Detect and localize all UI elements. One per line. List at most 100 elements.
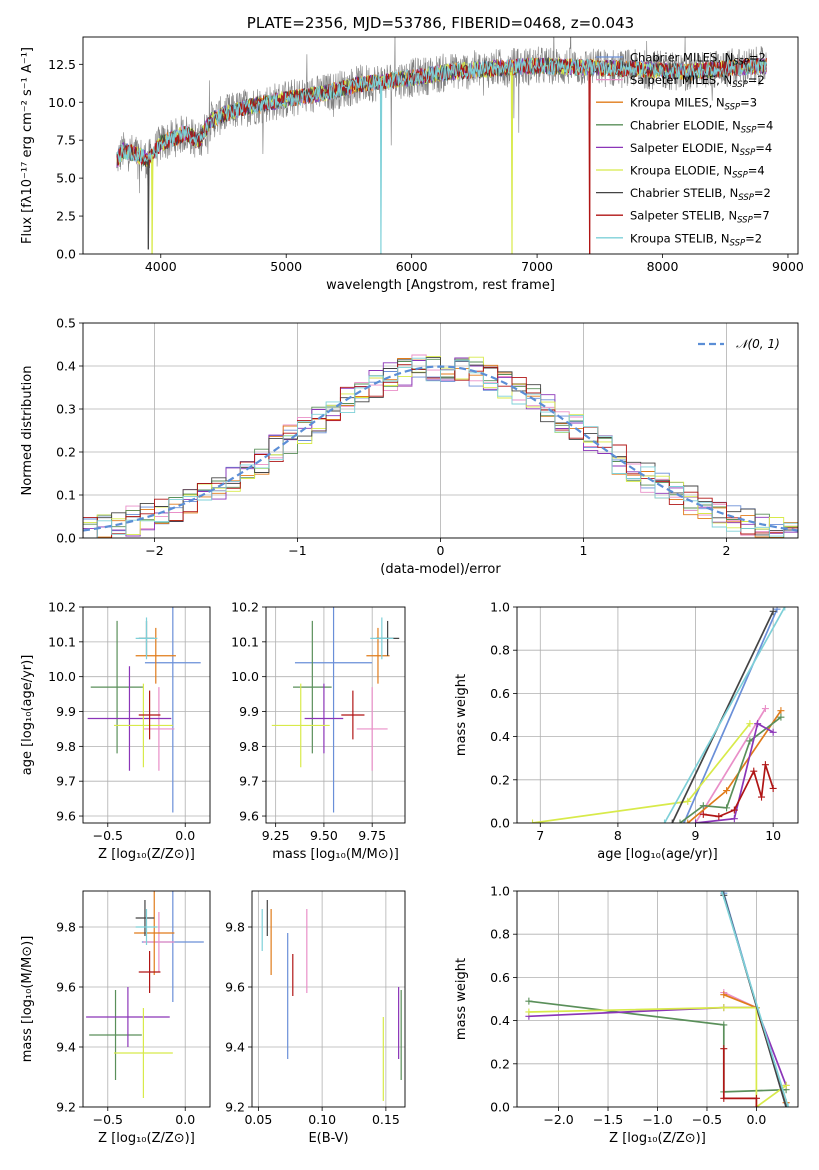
x-tick-label: −2.0 — [543, 1112, 573, 1127]
y-tick-label: 0.2 — [490, 772, 510, 787]
weight-line-5 — [532, 723, 751, 823]
y-tick-label: 9.6 — [56, 980, 76, 995]
x-tick-label: 7000 — [521, 259, 553, 274]
weight-marker — [525, 1008, 533, 1016]
legend-entry: 𝒩(0, 1) — [736, 337, 780, 351]
weight-marker — [777, 713, 785, 721]
plot-area — [116, 37, 767, 254]
y-tick-label: 0.3 — [56, 402, 76, 417]
x-tick-label: 0.0 — [175, 1112, 195, 1127]
x-axis-label: Z [log₁₀(Z/Z⊙)] — [609, 1131, 706, 1146]
weight-marker — [769, 728, 777, 736]
x-tick-label: 4000 — [145, 259, 177, 274]
weight-marker — [750, 767, 758, 775]
histogram-8 — [83, 357, 798, 538]
legend-sub: SSP — [740, 148, 756, 158]
y-tick-label: 0.5 — [56, 316, 76, 331]
weight-line-1 — [723, 991, 787, 1103]
x-tick-label: 0.0 — [175, 828, 195, 843]
panel-weight-vs-age: 7 8 9 10 0.0 0.2 0.4 0.6 0.8 1.0 age [log₁₀(age/yr… — [454, 600, 799, 862]
panel-age-vs-Z: −0.5 0.0 9.6 9.7 9.8 9.9 10.0 10.1 10.2 Z [log₁₀(… — [20, 600, 211, 862]
x-axis-label: age [log₁₀(age/yr)] — [597, 847, 718, 862]
legend-nssp: =4 — [755, 141, 772, 155]
panel-mass-vs-ebv: 0.05 0.10 0.15 9.2 9.4 9.6 9.8 E(B-V) — [225, 890, 406, 1146]
axes-frame — [251, 890, 406, 1108]
axes-frame — [82, 36, 799, 255]
weight-marker — [730, 815, 738, 823]
y-axis-label: Flux [fλ10⁻¹⁷ erg cm⁻² s⁻¹ A⁻¹] — [20, 47, 35, 244]
weight-line-4 — [695, 722, 774, 823]
y-tick-label: 10.0 — [231, 669, 259, 684]
legend-sub: SSP — [741, 125, 757, 135]
weight-marker — [782, 1103, 790, 1107]
panel-spectrum: 4000 5000 6000 7000 8000 9000 0.0 2.5 5.0 7.5 10.0… — [20, 14, 804, 293]
y-tick-label: 7.5 — [56, 133, 76, 148]
legend-entry: Chabrier MILES, NSSP=2 — [630, 51, 766, 68]
y-tick-label: 10.1 — [231, 634, 259, 649]
weight-marker — [723, 804, 731, 812]
weight-marker — [761, 705, 769, 713]
y-tick-label: 0.8 — [490, 927, 510, 942]
legend-nssp: =2 — [748, 73, 765, 87]
y-tick-label: 1.0 — [490, 884, 510, 899]
weight-marker — [781, 607, 789, 611]
legend-nssp: =2 — [749, 51, 766, 65]
y-axis-label: mass [log₁₀(M/M⊙)] — [20, 936, 35, 1063]
weight-line-7 — [722, 1048, 758, 1107]
x-tick-label: 9000 — [772, 259, 804, 274]
weight-marker — [758, 793, 766, 801]
normal-curve — [83, 365, 798, 532]
weight-marker — [720, 1045, 728, 1053]
y-tick-label: 9.7 — [239, 774, 259, 789]
y-tick-label: 10.2 — [48, 600, 76, 615]
weight-marker — [773, 607, 781, 613]
legend-sub: SSP — [738, 193, 754, 203]
y-tick-label: 9.2 — [56, 1100, 76, 1115]
y-tick-label: 9.9 — [239, 704, 259, 719]
y-tick-label: 9.6 — [225, 980, 245, 995]
y-tick-label: 0.0 — [56, 247, 76, 262]
x-tick-label: 9.50 — [310, 828, 338, 843]
x-axis-label: wavelength [Angstrom, rest frame] — [326, 278, 555, 293]
y-tick-label: 9.8 — [239, 739, 259, 754]
y-tick-label: 0.0 — [490, 1100, 510, 1115]
y-tick-label: 10.1 — [48, 634, 76, 649]
x-tick-label: −0.5 — [93, 1112, 123, 1127]
x-tick-label: 5000 — [270, 259, 302, 274]
weight-line-8 — [720, 891, 789, 1107]
y-tick-label: 12.5 — [48, 57, 76, 72]
y-axis-label: mass weight — [454, 958, 469, 1040]
weight-marker — [752, 1094, 760, 1102]
legend-entry: Salpeter MILES, NSSP=2 — [630, 73, 765, 90]
x-tick-label: 1 — [580, 543, 588, 558]
legend-entry: Salpeter ELODIE, NSSP=4 — [630, 141, 772, 158]
x-tick-label: 9.25 — [262, 828, 290, 843]
weight-line-2 — [723, 993, 787, 1103]
x-tick-label: 7 — [536, 828, 544, 843]
y-tick-label: 5.0 — [56, 171, 76, 186]
weight-marker — [761, 761, 769, 769]
x-tick-label: 2 — [723, 543, 731, 558]
weight-marker — [782, 1081, 790, 1089]
weight-marker — [699, 810, 707, 818]
y-axis-label: Normed distribution — [20, 366, 35, 496]
y-axis-label: age [log₁₀(age/yr)] — [20, 655, 35, 776]
weight-marker — [668, 819, 676, 823]
weight-marker — [777, 707, 785, 715]
y-tick-label: 0.6 — [490, 686, 510, 701]
weight-marker — [769, 607, 777, 615]
weight-marker — [723, 787, 731, 795]
y-tick-label: 10.0 — [48, 669, 76, 684]
y-tick-label: 0.4 — [490, 729, 510, 744]
legend-nssp: =4 — [748, 164, 765, 178]
weight-marker — [692, 819, 700, 823]
legend-nssp: =2 — [745, 231, 762, 245]
panel-mass-vs-Z: −0.5 0.0 9.2 9.4 9.6 9.8 Z [log₁₀(Z/Z⊙)] mass [… — [20, 890, 211, 1146]
y-tick-label: 2.5 — [56, 209, 76, 224]
x-tick-label: 10 — [765, 828, 781, 843]
x-tick-label: −1.0 — [642, 1112, 672, 1127]
x-tick-label: 0 — [437, 543, 445, 558]
y-tick-label: 0.4 — [56, 359, 76, 374]
weight-line-8 — [663, 607, 786, 823]
y-tick-label: 10.2 — [231, 600, 259, 615]
